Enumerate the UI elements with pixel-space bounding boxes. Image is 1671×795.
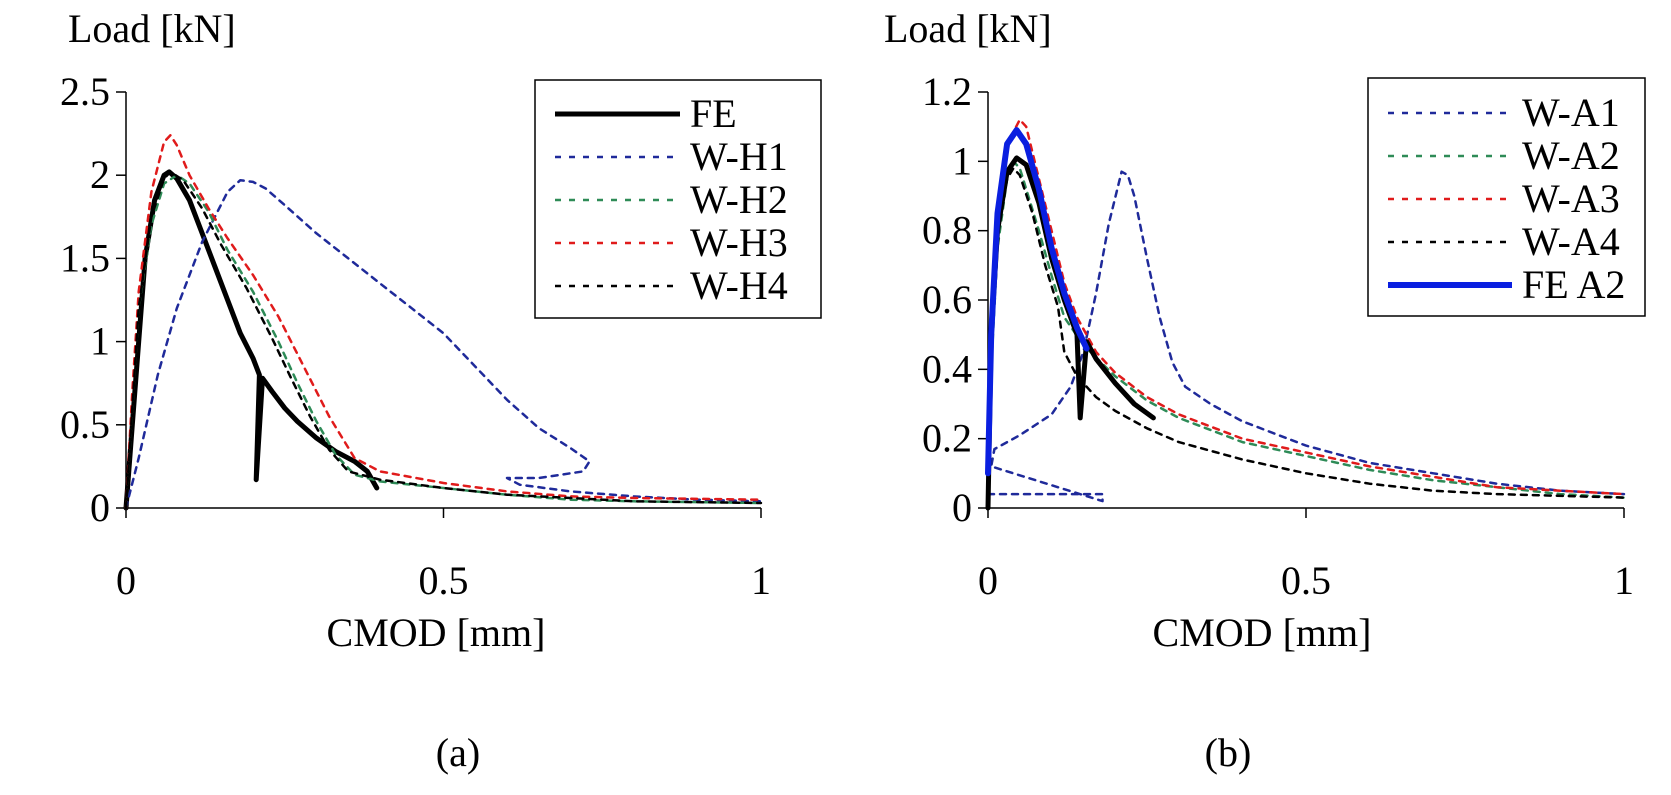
series-line-w-a4 [986, 167, 1626, 510]
x-tick-label: 0 [978, 558, 998, 603]
chart-panel-a: 0 0.5 1 1.5 2 2.5 0 0.5 1 Load [kN] CMOD [mm] (… [60, 6, 822, 775]
legend-box [1367, 77, 1646, 317]
legend-label: FE A2 [1522, 262, 1625, 307]
legend-label: W-H4 [690, 263, 788, 308]
y-tick-label: 1.5 [60, 235, 110, 280]
legend-label: W-H2 [690, 177, 788, 222]
y-tick-label: 0.6 [922, 277, 972, 322]
x-tick-label: 1 [1614, 558, 1634, 603]
x-tick-label: 0.5 [419, 558, 469, 603]
y-tick-label: 1 [90, 319, 110, 364]
y-tick-label: 0.5 [60, 402, 110, 447]
y-tick-label: 0 [952, 485, 972, 530]
legend-label: W-A4 [1522, 219, 1620, 264]
panel-label: (a) [436, 730, 480, 775]
y-tick-label: 2 [90, 152, 110, 197]
x-axis-label: CMOD [mm] [327, 610, 546, 655]
legend: FEW-H1W-H2W-H3W-H4 [534, 79, 822, 319]
x-tick-label: 0.5 [1281, 558, 1331, 603]
y-axis-label: Load [kN] [68, 6, 236, 51]
y-tick-label: 0 [90, 485, 110, 530]
series-line-w-h3 [124, 134, 763, 510]
x-axis-label: CMOD [mm] [1153, 610, 1372, 655]
x-tick-label: 1 [751, 558, 771, 603]
legend-box [534, 79, 822, 319]
y-tick-label: 1.2 [922, 69, 972, 114]
y-tick-label: 2.5 [60, 69, 110, 114]
series-line-w-a1 [986, 170, 1626, 503]
chart-panel-b: 0 0.2 0.4 0.6 0.8 1 1.2 0 0.5 1 Load [kN] CMOD [… [884, 6, 1646, 775]
legend-label: FE [690, 91, 737, 136]
panel-label: (b) [1205, 730, 1252, 775]
series-line-fe [123, 169, 380, 511]
y-tick-label: 0.8 [922, 208, 972, 253]
y-axis-label: Load [kN] [884, 6, 1052, 51]
legend-label: W-H1 [690, 134, 788, 179]
legend-label: W-A3 [1522, 176, 1620, 221]
legend-label: W-H3 [690, 220, 788, 265]
legend-label: W-A1 [1522, 90, 1620, 135]
y-tick-label: 0.4 [922, 346, 972, 391]
x-tick-label: 0 [116, 558, 136, 603]
y-tick-label: 1 [952, 138, 972, 183]
y-tick-label: 0.2 [922, 416, 972, 461]
series-line-w-h4 [124, 170, 763, 510]
legend-label: W-A2 [1522, 133, 1620, 178]
series-line-fe [985, 155, 1156, 511]
series-line-fe-a2 [985, 127, 1090, 477]
